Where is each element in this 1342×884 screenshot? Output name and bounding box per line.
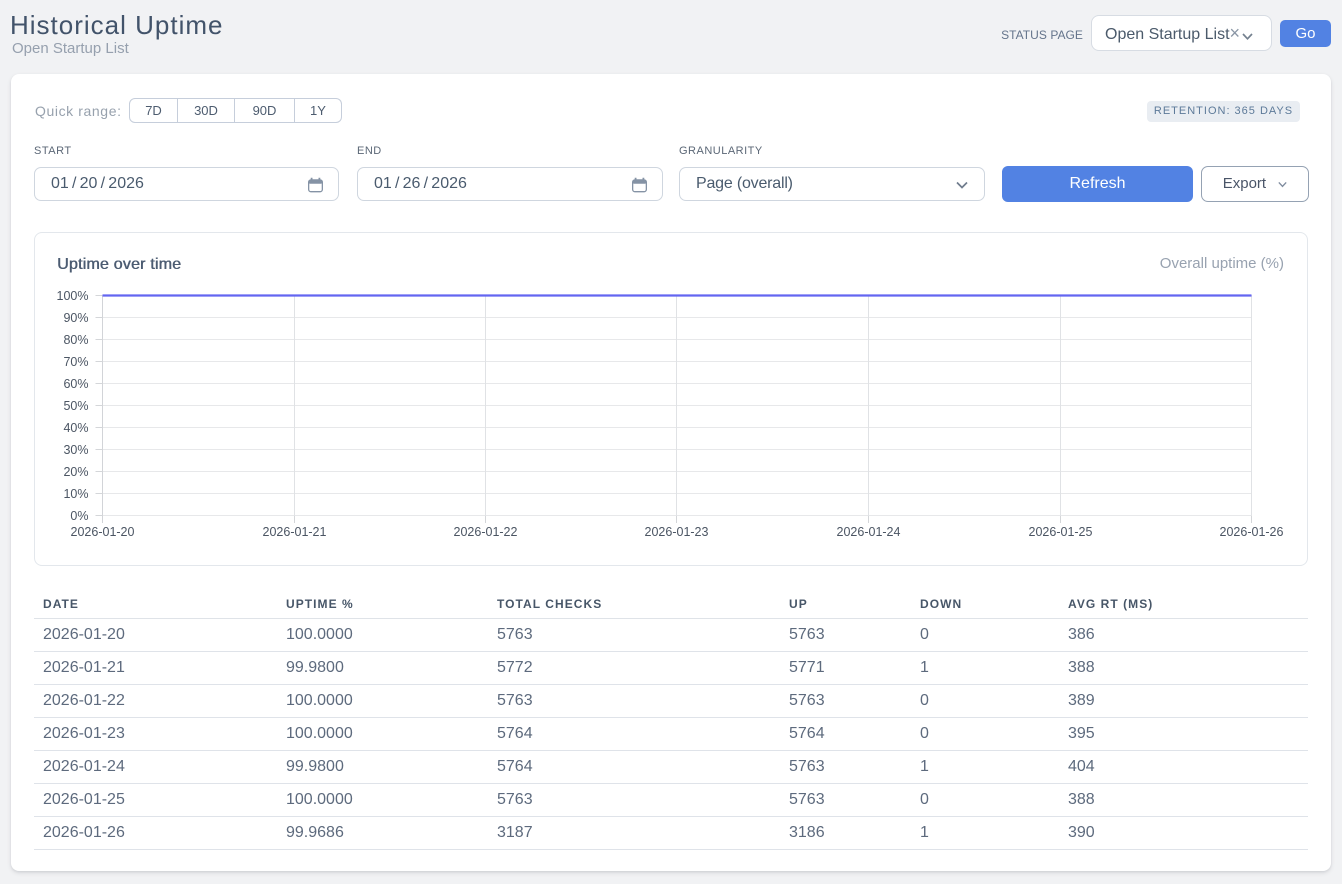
svg-text:90%: 90% bbox=[63, 311, 88, 325]
svg-text:100%: 100% bbox=[57, 289, 89, 303]
svg-text:20%: 20% bbox=[63, 465, 88, 479]
svg-text:2026-01-20: 2026-01-20 bbox=[71, 525, 135, 539]
svg-text:80%: 80% bbox=[63, 333, 88, 347]
svg-text:2026-01-24: 2026-01-24 bbox=[837, 525, 901, 539]
svg-text:60%: 60% bbox=[63, 377, 88, 391]
svg-text:2026-01-22: 2026-01-22 bbox=[454, 525, 518, 539]
svg-text:30%: 30% bbox=[63, 443, 88, 457]
svg-text:10%: 10% bbox=[63, 487, 88, 501]
svg-text:2026-01-26: 2026-01-26 bbox=[1220, 525, 1284, 539]
svg-text:70%: 70% bbox=[63, 355, 88, 369]
svg-text:2026-01-23: 2026-01-23 bbox=[645, 525, 709, 539]
svg-text:50%: 50% bbox=[63, 399, 88, 413]
svg-text:2026-01-21: 2026-01-21 bbox=[263, 525, 327, 539]
svg-text:40%: 40% bbox=[63, 421, 88, 435]
svg-text:2026-01-25: 2026-01-25 bbox=[1029, 525, 1093, 539]
svg-text:0%: 0% bbox=[70, 509, 88, 523]
